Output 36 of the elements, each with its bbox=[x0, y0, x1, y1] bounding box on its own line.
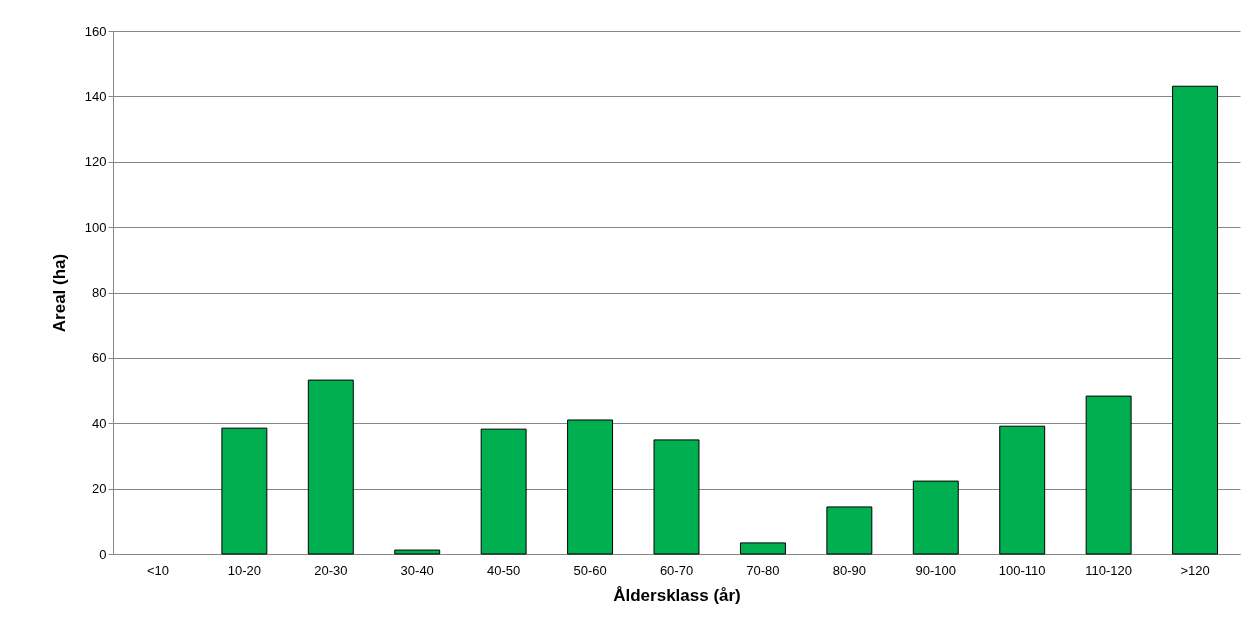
x-tick-label: 80-90 bbox=[832, 562, 866, 578]
x-tick-label: 70-80 bbox=[746, 562, 780, 578]
bar bbox=[999, 425, 1046, 555]
x-tick-label: 110-120 bbox=[1085, 562, 1133, 578]
y-tick-label: 100 bbox=[84, 219, 107, 235]
bar bbox=[307, 379, 354, 555]
y-tick-label: 120 bbox=[84, 154, 107, 170]
bar bbox=[567, 419, 614, 555]
y-tick-label: 140 bbox=[84, 88, 107, 104]
y-tick-label: 80 bbox=[92, 285, 107, 300]
y-tick-label: 160 bbox=[84, 23, 107, 39]
x-tick-label: >120 bbox=[1180, 562, 1210, 578]
bar bbox=[221, 427, 268, 555]
x-tick-label: 100-110 bbox=[998, 562, 1046, 578]
x-axis-title: Åldersklass (år) bbox=[613, 585, 741, 605]
bar bbox=[653, 439, 700, 555]
x-tick-label: <10 bbox=[146, 562, 169, 578]
y-tick-label: 40 bbox=[92, 415, 107, 431]
bar bbox=[1085, 395, 1132, 555]
y-axis-title: Areal (ha) bbox=[49, 253, 69, 333]
bar bbox=[1172, 85, 1219, 555]
x-tick-label: 30-40 bbox=[400, 562, 434, 578]
bar bbox=[826, 506, 873, 555]
x-tick-label: 10-20 bbox=[227, 562, 261, 578]
bar bbox=[912, 480, 959, 555]
x-tick-label: 90-100 bbox=[915, 562, 957, 578]
x-tick-label: 50-60 bbox=[573, 562, 607, 578]
bar bbox=[480, 428, 527, 555]
x-tick-label: 20-30 bbox=[314, 562, 348, 578]
y-tick-label: 0 bbox=[99, 546, 107, 562]
bar bbox=[394, 549, 441, 555]
y-tick-label: 20 bbox=[92, 481, 107, 497]
x-tick-label: 60-70 bbox=[659, 562, 694, 578]
y-tick-label: 60 bbox=[92, 350, 107, 366]
bar bbox=[739, 542, 786, 555]
x-tick-label: 40-50 bbox=[487, 562, 521, 578]
